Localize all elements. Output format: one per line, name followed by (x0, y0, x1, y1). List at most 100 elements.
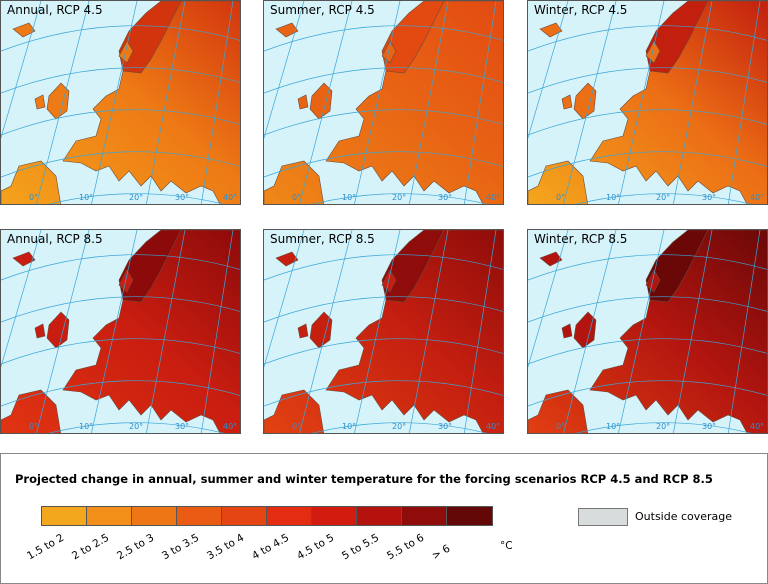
europe-landmass (528, 1, 767, 204)
longitude-label: 0° (29, 193, 39, 202)
legend-swatch (42, 507, 87, 525)
graticule-meridian (727, 230, 761, 433)
map-grid: Annual, RCP 4.5 0° 10° 20° 30° 40° Summer, RCP… (0, 0, 768, 434)
graticule-meridian (618, 230, 665, 433)
longitude-label: 10° (606, 422, 621, 431)
graticule-parallel (1, 109, 240, 136)
graticule-parallel (1, 338, 240, 365)
legend-class-label: 4 to 4.5 (250, 531, 292, 563)
europe-landmass (1, 1, 240, 204)
graticule-parallel (311, 193, 488, 204)
legend-class-label: 3.5 to 4 (205, 531, 247, 563)
longitude-label: 40° (223, 422, 238, 431)
graticule-parallel (528, 67, 767, 94)
graticule-parallel (575, 422, 752, 433)
longitude-label: 30° (702, 193, 717, 202)
graticule-meridian (563, 230, 617, 433)
longitude-label: 20° (129, 422, 144, 431)
graticule-parallel (1, 380, 240, 407)
graticule-parallel (575, 193, 752, 204)
graticule-meridian (36, 230, 90, 433)
graticule-parallel (264, 338, 503, 365)
graticule-parallel (311, 422, 488, 433)
graticule-meridian (1, 1, 42, 139)
scandinavia-landmass (381, 1, 445, 74)
longitude-label: 40° (486, 422, 501, 431)
longitude-label: 20° (392, 193, 407, 202)
graticule-parallel (1, 25, 240, 52)
map-panel: Summer, RCP 8.5 0° 10° 20° 30° 40° (263, 229, 504, 434)
graticule-meridian (563, 1, 617, 204)
longitude-label: 10° (79, 422, 94, 431)
island-landmass (12, 251, 134, 349)
graticule-parallel (1, 67, 240, 94)
legend-swatch (222, 507, 267, 525)
graticule-meridian (146, 230, 186, 433)
map-panel: Winter, RCP 8.5 0° 10° 20° 30° 40° (527, 229, 768, 434)
legend-class-label: 1.5 to 2 (25, 531, 67, 563)
island-landmass (275, 251, 397, 349)
graticule-meridian (618, 1, 665, 204)
legend-class-label: 2.5 to 3 (115, 531, 157, 563)
legend-unit: °C (500, 540, 513, 552)
legend-title: Projected change in annual, summer and w… (15, 472, 713, 486)
longitude-label: 10° (79, 193, 94, 202)
graticule-parallel (264, 67, 503, 94)
map-panel-title: Winter, RCP 8.5 (534, 232, 628, 246)
legend-class-label: 5.5 to 6 (385, 531, 427, 563)
legend: Projected change in annual, summer and w… (0, 453, 768, 584)
map-panel: Annual, RCP 8.5 0° 10° 20° 30° 40° (0, 229, 241, 434)
graticule-meridian (36, 1, 90, 204)
graticule-parallel (264, 25, 503, 52)
graticule-meridian (299, 1, 353, 204)
longitude-label: 10° (342, 193, 357, 202)
longitude-label: 0° (556, 193, 566, 202)
island-landmass (539, 22, 661, 120)
longitude-label: 40° (223, 193, 238, 202)
legend-class-label: > 6 (430, 542, 453, 563)
longitude-label: 30° (438, 193, 453, 202)
graticule-parallel (528, 254, 767, 281)
map-panel: Summer, RCP 4.5 0° 10° 20° 30° 40° (263, 0, 504, 205)
graticule-meridian (354, 230, 401, 433)
map-panel-title: Summer, RCP 4.5 (270, 3, 375, 17)
legend-swatches (41, 506, 493, 526)
map-canvas (264, 230, 503, 433)
longitude-label: 0° (292, 193, 302, 202)
map-canvas (528, 230, 767, 433)
graticule-meridian (673, 1, 713, 204)
longitude-label: 40° (750, 193, 765, 202)
graticule-meridian (91, 1, 138, 204)
longitude-label: 20° (656, 193, 671, 202)
graticule-meridian (299, 230, 353, 433)
graticule-parallel (48, 193, 225, 204)
longitude-label: 0° (292, 422, 302, 431)
legend-swatch (132, 507, 177, 525)
graticule-meridian (463, 1, 497, 204)
longitude-label: 30° (438, 422, 453, 431)
map-canvas (1, 230, 240, 433)
map-panel: Annual, RCP 4.5 0° 10° 20° 30° 40° (0, 0, 241, 205)
longitude-label: 40° (750, 422, 765, 431)
graticule-parallel (528, 338, 767, 365)
graticule-meridian (200, 230, 234, 433)
europe-landmass (1, 230, 240, 433)
map-panel-title: Annual, RCP 4.5 (7, 3, 103, 17)
longitude-label: 10° (606, 193, 621, 202)
scandinavia-landmass (118, 1, 182, 74)
scandinavia-landmass (381, 230, 445, 303)
longitude-label: 30° (175, 422, 190, 431)
graticule-parallel (264, 151, 503, 178)
graticule-parallel (264, 380, 503, 407)
legend-swatch (447, 507, 492, 525)
island-landmass (12, 22, 134, 120)
longitude-label: 0° (29, 422, 39, 431)
graticule-meridian (264, 230, 305, 368)
graticule-meridian (91, 230, 138, 433)
outside-coverage-label: Outside coverage (635, 510, 733, 523)
graticule-meridian (264, 1, 305, 139)
longitude-label: 30° (175, 193, 190, 202)
graticule-meridian (528, 230, 569, 368)
longitude-label: 30° (702, 422, 717, 431)
map-canvas (528, 1, 767, 204)
